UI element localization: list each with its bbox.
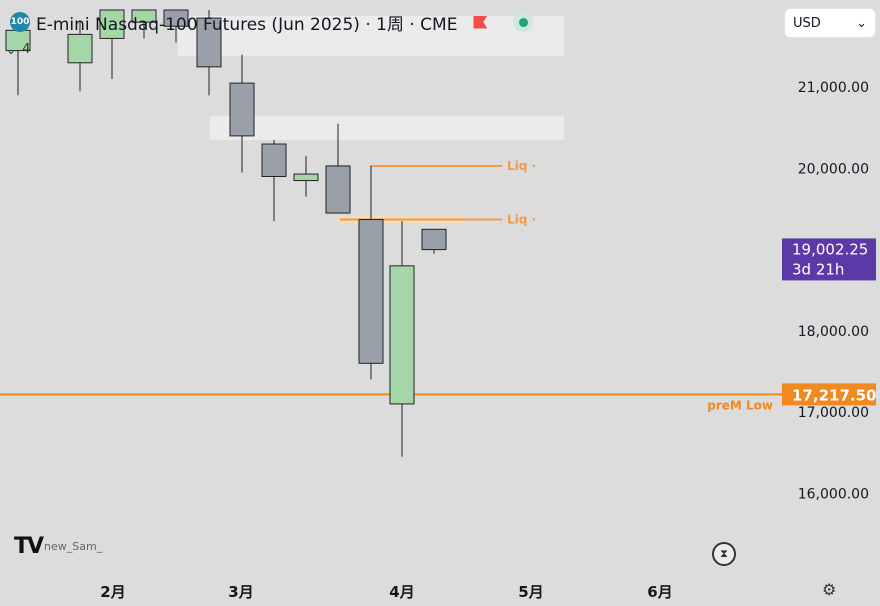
market-status-icon[interactable] (513, 12, 534, 32)
current-price-label (782, 238, 876, 281)
candle-body (131, 9, 157, 23)
liq-label: Liq · (507, 159, 536, 173)
settings-icon[interactable]: ⚙ (822, 580, 837, 599)
y-tick-label: 18,000.00 (798, 324, 869, 340)
candle-body (99, 9, 125, 39)
hourglass-icon[interactable]: ⧗ (712, 542, 736, 566)
candle-body (358, 219, 384, 364)
candle-body (196, 17, 222, 68)
bar-countdown: 3d 21h (792, 260, 844, 278)
candle-body (421, 228, 447, 251)
candle-body (389, 265, 415, 405)
candle-body (67, 33, 93, 64)
candle-body (229, 82, 255, 137)
chevron-down-icon: ⌄ (856, 15, 867, 31)
symbol-title[interactable]: E-mini Nasdaq-100 Futures (Jun 2025) · 1… (36, 14, 458, 35)
x-tick-label: 6月 (647, 583, 672, 601)
currency-value: USD (793, 15, 821, 31)
prem-low-label: preM Low (707, 398, 773, 412)
current-price-value: 19,002.25 (792, 240, 868, 258)
supply-zone (210, 115, 564, 140)
x-tick-label: 4月 (389, 583, 414, 601)
flag-icon[interactable] (473, 15, 488, 29)
x-tick-label: 2月 (100, 583, 125, 601)
y-tick-label: 17,000.00 (798, 405, 869, 421)
chevron-down-icon: ⌄ (6, 42, 17, 57)
tradingview-logo[interactable]: TV new_Sam_ (14, 534, 102, 559)
candle-body (163, 9, 189, 27)
symbol-logo-icon: 100 (10, 12, 30, 32)
tv-logo-mark: TV (14, 534, 44, 559)
prem-low-price-label (782, 383, 876, 406)
y-tick-label: 16,000.00 (798, 486, 869, 502)
chart-legend-header: 100 E-mini Nasdaq-100 Futures (Jun 2025)… (10, 10, 534, 35)
indicators-toggle[interactable]: ⌄ 4 (6, 42, 30, 57)
watermark-user: new_Sam_ (44, 540, 103, 553)
y-tick-label: 21,000.00 (798, 80, 869, 96)
y-tick-label: 20,000.00 (798, 161, 869, 177)
x-tick-label: 5月 (518, 583, 543, 601)
candle-body (293, 173, 319, 182)
candle-body (325, 165, 351, 214)
prem-low-price-value: 17,217.50 (792, 386, 876, 404)
indicator-count: 4 (22, 42, 31, 57)
currency-select[interactable]: USD ⌄ (784, 8, 876, 38)
x-tick-label: 3月 (228, 583, 253, 601)
candle-body (261, 143, 287, 178)
liq-label: Liq · (507, 213, 536, 227)
supply-zone (178, 15, 564, 57)
